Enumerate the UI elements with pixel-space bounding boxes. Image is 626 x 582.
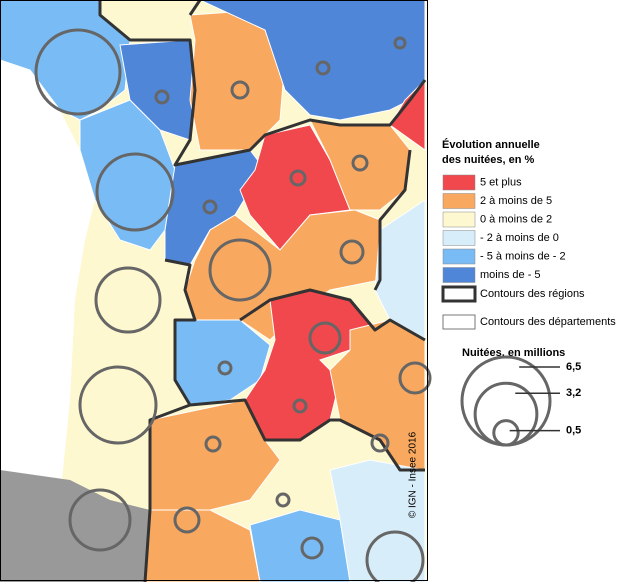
region-border: [189, 398, 425, 472]
bubble: [339, 239, 365, 265]
bubble: [217, 360, 233, 376]
map-frame: [0, 0, 428, 581]
bubble: [365, 530, 425, 582]
legend-swatch: [442, 211, 476, 228]
bubble: [292, 398, 308, 414]
bubble-size-label: 0,5: [566, 424, 581, 436]
bubble: [300, 536, 324, 560]
department: [199, 0, 426, 121]
legend-title: des nuitées, en %: [442, 154, 535, 166]
department-swatch: [442, 314, 476, 330]
legend-label: 5 et plus: [480, 176, 522, 188]
bubble: [34, 28, 122, 116]
region-swatch: [441, 285, 477, 303]
bubble: [173, 506, 201, 534]
bubble: [154, 89, 170, 105]
region-border: [239, 288, 426, 342]
legend-swatch: [442, 248, 476, 265]
bubble: [78, 365, 158, 445]
bubble: [68, 488, 132, 552]
department-label: Contours des départements: [480, 316, 616, 328]
legend-bubble: [492, 419, 520, 447]
bubble: [202, 199, 218, 215]
bubble: [289, 169, 307, 187]
spain: [0, 470, 150, 582]
bubble: [275, 492, 291, 508]
legend: Évolution annuelle des nuitées, en % Con…: [441, 138, 616, 359]
bubble: [370, 433, 390, 453]
bubble: [351, 154, 369, 172]
department: [249, 509, 351, 582]
region-label: Contours des régions: [480, 288, 585, 300]
bubble: [208, 238, 272, 302]
map-bubbles: [34, 28, 432, 582]
source: © IGN - Insee 2016: [408, 431, 419, 518]
bubble: [308, 321, 342, 355]
legend-swatch: [442, 193, 476, 209]
bubble-size-label: 3,2: [566, 387, 581, 399]
legend-label: - 5 à moins de - 2: [480, 250, 566, 262]
legend-title: Évolution annuelle: [442, 138, 540, 151]
region-border: [373, 149, 412, 291]
bubble-legend-title: Nuitées, en millions: [462, 347, 565, 359]
legend-label: moins de - 5: [480, 269, 541, 281]
bubble: [398, 361, 432, 395]
legend-swatch: [442, 174, 476, 191]
bubble: [230, 80, 250, 100]
legend-bubble: [460, 355, 552, 447]
bubble: [94, 266, 162, 334]
bubble: [315, 60, 331, 76]
bubble: [95, 152, 175, 232]
region-border: [143, 258, 197, 582]
ocean: [0, 60, 95, 480]
bubble: [393, 36, 407, 50]
legend-swatch: [442, 267, 476, 283]
legend-label: 0 à moins de 2: [480, 213, 552, 225]
map: © IGN - Insee 2016: [0, 0, 432, 582]
region-border: [98, 0, 427, 167]
legend-label: 2 à moins de 5: [480, 195, 552, 207]
bubble: [204, 435, 222, 453]
bubble-size-label: 6,5: [566, 361, 581, 373]
legend-swatch: [442, 230, 476, 246]
region-border: [188, 0, 202, 16]
legend-label: - 2 à moins de 0: [480, 232, 559, 244]
